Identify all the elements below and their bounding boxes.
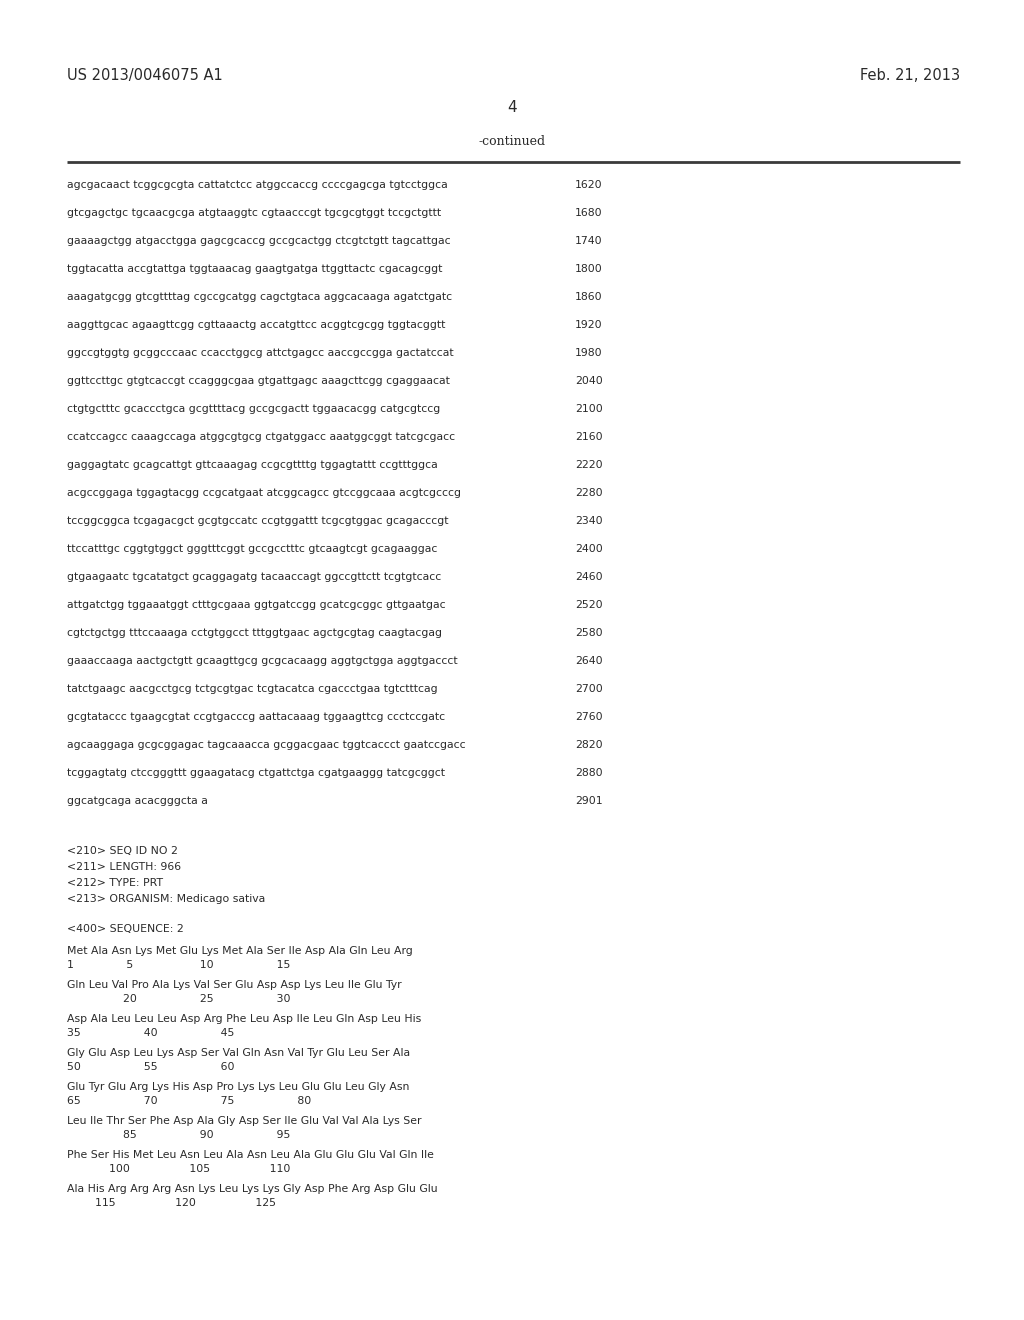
Text: 2460: 2460 <box>575 572 603 582</box>
Text: 35                  40                  45: 35 40 45 <box>67 1028 234 1038</box>
Text: gcgtataccc tgaagcgtat ccgtgacccg aattacaaag tggaagttcg ccctccgatc: gcgtataccc tgaagcgtat ccgtgacccg aattaca… <box>67 711 445 722</box>
Text: 2400: 2400 <box>575 544 603 554</box>
Text: 1620: 1620 <box>575 180 603 190</box>
Text: aaggttgcac agaagttcgg cgttaaactg accatgttcc acggtcgcgg tggtacggtt: aaggttgcac agaagttcgg cgttaaactg accatgt… <box>67 319 445 330</box>
Text: cgtctgctgg tttccaaaga cctgtggcct tttggtgaac agctgcgtag caagtacgag: cgtctgctgg tttccaaaga cctgtggcct tttggtg… <box>67 628 442 638</box>
Text: 2700: 2700 <box>575 684 603 694</box>
Text: ggccgtggtg gcggcccaac ccacctggcg attctgagcc aaccgccgga gactatccat: ggccgtggtg gcggcccaac ccacctggcg attctga… <box>67 348 454 358</box>
Text: tatctgaagc aacgcctgcg tctgcgtgac tcgtacatca cgaccctgaa tgtctttcag: tatctgaagc aacgcctgcg tctgcgtgac tcgtaca… <box>67 684 437 694</box>
Text: 20                  25                  30: 20 25 30 <box>67 994 291 1005</box>
Text: 50                  55                  60: 50 55 60 <box>67 1063 234 1072</box>
Text: ctgtgctttc gcaccctgca gcgttttacg gccgcgactt tggaacacgg catgcgtccg: ctgtgctttc gcaccctgca gcgttttacg gccgcga… <box>67 404 440 414</box>
Text: gaaaccaaga aactgctgtt gcaagttgcg gcgcacaagg aggtgctgga aggtgaccct: gaaaccaaga aactgctgtt gcaagttgcg gcgcaca… <box>67 656 458 667</box>
Text: Ala His Arg Arg Arg Asn Lys Leu Lys Lys Gly Asp Phe Arg Asp Glu Glu: Ala His Arg Arg Arg Asn Lys Leu Lys Lys … <box>67 1184 437 1195</box>
Text: <400> SEQUENCE: 2: <400> SEQUENCE: 2 <box>67 924 183 935</box>
Text: 100                 105                 110: 100 105 110 <box>67 1164 291 1173</box>
Text: 115                 120                 125: 115 120 125 <box>67 1199 276 1208</box>
Text: <212> TYPE: PRT: <212> TYPE: PRT <box>67 878 163 888</box>
Text: 2760: 2760 <box>575 711 603 722</box>
Text: 85                  90                  95: 85 90 95 <box>67 1130 291 1140</box>
Text: 2901: 2901 <box>575 796 603 807</box>
Text: 2580: 2580 <box>575 628 603 638</box>
Text: gtcgagctgc tgcaacgcga atgtaaggtc cgtaacccgt tgcgcgtggt tccgctgttt: gtcgagctgc tgcaacgcga atgtaaggtc cgtaacc… <box>67 209 441 218</box>
Text: 1980: 1980 <box>575 348 603 358</box>
Text: Glu Tyr Glu Arg Lys His Asp Pro Lys Lys Leu Glu Glu Leu Gly Asn: Glu Tyr Glu Arg Lys His Asp Pro Lys Lys … <box>67 1082 410 1092</box>
Text: <210> SEQ ID NO 2: <210> SEQ ID NO 2 <box>67 846 178 855</box>
Text: gtgaagaatc tgcatatgct gcaggagatg tacaaccagt ggccgttctt tcgtgtcacc: gtgaagaatc tgcatatgct gcaggagatg tacaacc… <box>67 572 441 582</box>
Text: 1680: 1680 <box>575 209 603 218</box>
Text: agcgacaact tcggcgcgta cattatctcc atggccaccg ccccgagcga tgtcctggca: agcgacaact tcggcgcgta cattatctcc atggcca… <box>67 180 447 190</box>
Text: gaggagtatc gcagcattgt gttcaaagag ccgcgttttg tggagtattt ccgtttggca: gaggagtatc gcagcattgt gttcaaagag ccgcgtt… <box>67 459 437 470</box>
Text: 1920: 1920 <box>575 319 603 330</box>
Text: 2160: 2160 <box>575 432 603 442</box>
Text: Leu Ile Thr Ser Phe Asp Ala Gly Asp Ser Ile Glu Val Val Ala Lys Ser: Leu Ile Thr Ser Phe Asp Ala Gly Asp Ser … <box>67 1115 422 1126</box>
Text: aaagatgcgg gtcgttttag cgccgcatgg cagctgtaca aggcacaaga agatctgatc: aaagatgcgg gtcgttttag cgccgcatgg cagctgt… <box>67 292 453 302</box>
Text: 2100: 2100 <box>575 404 603 414</box>
Text: ttccatttgc cggtgtggct gggtttcggt gccgcctttc gtcaagtcgt gcagaaggac: ttccatttgc cggtgtggct gggtttcggt gccgcct… <box>67 544 437 554</box>
Text: Asp Ala Leu Leu Leu Asp Arg Phe Leu Asp Ile Leu Gln Asp Leu His: Asp Ala Leu Leu Leu Asp Arg Phe Leu Asp … <box>67 1014 421 1024</box>
Text: 2040: 2040 <box>575 376 603 385</box>
Text: Gln Leu Val Pro Ala Lys Val Ser Glu Asp Asp Lys Leu Ile Glu Tyr: Gln Leu Val Pro Ala Lys Val Ser Glu Asp … <box>67 979 401 990</box>
Text: attgatctgg tggaaatggt ctttgcgaaa ggtgatccgg gcatcgcggc gttgaatgac: attgatctgg tggaaatggt ctttgcgaaa ggtgatc… <box>67 601 445 610</box>
Text: 2520: 2520 <box>575 601 603 610</box>
Text: 1740: 1740 <box>575 236 603 246</box>
Text: tcggagtatg ctccgggttt ggaagatacg ctgattctga cgatgaaggg tatcgcggct: tcggagtatg ctccgggttt ggaagatacg ctgattc… <box>67 768 445 777</box>
Text: Gly Glu Asp Leu Lys Asp Ser Val Gln Asn Val Tyr Glu Leu Ser Ala: Gly Glu Asp Leu Lys Asp Ser Val Gln Asn … <box>67 1048 411 1059</box>
Text: 1800: 1800 <box>575 264 603 275</box>
Text: Phe Ser His Met Leu Asn Leu Ala Asn Leu Ala Glu Glu Glu Val Gln Ile: Phe Ser His Met Leu Asn Leu Ala Asn Leu … <box>67 1150 434 1160</box>
Text: ggttccttgc gtgtcaccgt ccagggcgaa gtgattgagc aaagcttcgg cgaggaacat: ggttccttgc gtgtcaccgt ccagggcgaa gtgattg… <box>67 376 450 385</box>
Text: 2340: 2340 <box>575 516 603 525</box>
Text: US 2013/0046075 A1: US 2013/0046075 A1 <box>67 69 223 83</box>
Text: 2880: 2880 <box>575 768 603 777</box>
Text: 1860: 1860 <box>575 292 603 302</box>
Text: 4: 4 <box>507 100 517 115</box>
Text: -continued: -continued <box>478 135 546 148</box>
Text: 65                  70                  75                  80: 65 70 75 80 <box>67 1096 311 1106</box>
Text: 2220: 2220 <box>575 459 603 470</box>
Text: Feb. 21, 2013: Feb. 21, 2013 <box>860 69 961 83</box>
Text: 1               5                   10                  15: 1 5 10 15 <box>67 960 291 970</box>
Text: Met Ala Asn Lys Met Glu Lys Met Ala Ser Ile Asp Ala Gln Leu Arg: Met Ala Asn Lys Met Glu Lys Met Ala Ser … <box>67 946 413 956</box>
Text: agcaaggaga gcgcggagac tagcaaacca gcggacgaac tggtcaccct gaatccgacc: agcaaggaga gcgcggagac tagcaaacca gcggacg… <box>67 741 466 750</box>
Text: ccatccagcc caaagccaga atggcgtgcg ctgatggacc aaatggcggt tatcgcgacc: ccatccagcc caaagccaga atggcgtgcg ctgatgg… <box>67 432 455 442</box>
Text: tggtacatta accgtattga tggtaaacag gaagtgatga ttggttactc cgacagcggt: tggtacatta accgtattga tggtaaacag gaagtga… <box>67 264 442 275</box>
Text: <211> LENGTH: 966: <211> LENGTH: 966 <box>67 862 181 873</box>
Text: gaaaagctgg atgacctgga gagcgcaccg gccgcactgg ctcgtctgtt tagcattgac: gaaaagctgg atgacctgga gagcgcaccg gccgcac… <box>67 236 451 246</box>
Text: 2820: 2820 <box>575 741 603 750</box>
Text: 2280: 2280 <box>575 488 603 498</box>
Text: <213> ORGANISM: Medicago sativa: <213> ORGANISM: Medicago sativa <box>67 894 265 904</box>
Text: ggcatgcaga acacgggcta a: ggcatgcaga acacgggcta a <box>67 796 208 807</box>
Text: 2640: 2640 <box>575 656 603 667</box>
Text: tccggcggca tcgagacgct gcgtgccatc ccgtggattt tcgcgtggac gcagacccgt: tccggcggca tcgagacgct gcgtgccatc ccgtgga… <box>67 516 449 525</box>
Text: acgccggaga tggagtacgg ccgcatgaat atcggcagcc gtccggcaaa acgtcgcccg: acgccggaga tggagtacgg ccgcatgaat atcggca… <box>67 488 461 498</box>
